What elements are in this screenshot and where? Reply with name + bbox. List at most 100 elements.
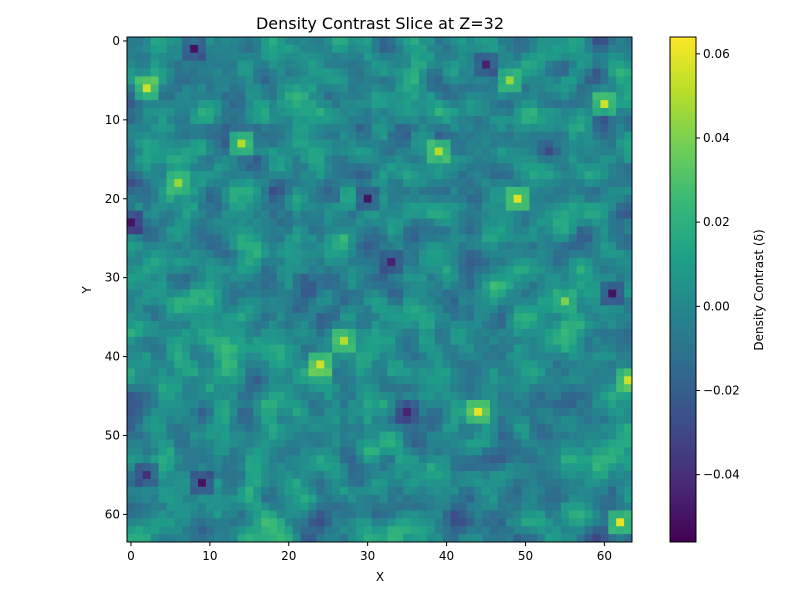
heatmap-cell [403, 202, 412, 211]
heatmap-cell [182, 139, 191, 148]
heatmap-cell [537, 486, 546, 496]
heatmap-cell [411, 518, 420, 527]
heatmap-cell [379, 486, 388, 496]
heatmap-cell [434, 273, 443, 282]
heatmap-cell [150, 76, 159, 85]
heatmap-cell [379, 100, 388, 109]
heatmap-cell [142, 297, 152, 306]
heatmap-cell [426, 518, 436, 527]
heatmap-cell [253, 108, 262, 117]
heatmap-cell [379, 368, 388, 377]
heatmap-cell [245, 510, 254, 519]
heatmap-cell [245, 68, 254, 77]
heatmap-cell [174, 305, 183, 314]
heatmap-cell [584, 392, 593, 401]
heatmap-cell [134, 455, 144, 464]
heatmap-cell [545, 281, 554, 290]
heatmap-cell [513, 123, 522, 133]
heatmap-cell [474, 392, 483, 401]
heatmap-cell [418, 415, 428, 424]
heatmap-cell [253, 360, 262, 369]
heatmap-cell [324, 194, 333, 204]
heatmap-cell [466, 534, 475, 543]
heatmap-cell [418, 139, 428, 148]
heatmap-cell [537, 257, 546, 267]
heatmap-cell [269, 384, 278, 393]
heatmap-cell [458, 68, 467, 77]
heatmap-cell [489, 297, 499, 306]
heatmap-cell [426, 202, 436, 211]
heatmap-cell [300, 60, 309, 69]
heatmap-cell [355, 518, 365, 527]
heatmap-cell [190, 60, 199, 69]
heatmap-cell [403, 147, 412, 156]
heatmap-cell [387, 431, 396, 440]
heatmap-cell [466, 360, 475, 369]
heatmap-cell [253, 84, 262, 93]
heatmap-cell [363, 115, 372, 125]
heatmap-cell [474, 250, 483, 259]
heatmap-cell [450, 463, 459, 472]
heatmap-cell [545, 52, 554, 62]
heatmap-cell [458, 44, 467, 54]
heatmap-cell [174, 147, 183, 156]
heatmap-cell [269, 470, 278, 480]
heatmap-cell [592, 186, 601, 196]
heatmap-cell [624, 210, 633, 219]
heatmap-cell [584, 155, 593, 164]
heatmap-cell [497, 502, 507, 511]
heatmap-cell [245, 123, 254, 133]
heatmap-cell [245, 163, 254, 172]
heatmap-cell [387, 37, 396, 46]
heatmap-cell [182, 360, 191, 369]
heatmap-cell [387, 305, 396, 314]
heatmap-cell [411, 486, 420, 496]
heatmap-cell [166, 344, 175, 353]
heatmap-cell [387, 392, 396, 401]
heatmap-cell [466, 210, 475, 219]
heatmap-cell [560, 376, 570, 385]
heatmap-cell [150, 115, 159, 125]
heatmap-cell [584, 431, 593, 440]
heatmap-cell [221, 407, 230, 417]
heatmap-cell [513, 60, 522, 69]
heatmap-cell [213, 37, 223, 46]
heatmap-cell [324, 321, 333, 330]
heatmap-cell [292, 289, 301, 298]
heatmap-cell [497, 526, 507, 535]
heatmap-cell [300, 336, 309, 346]
heatmap-cell [379, 155, 388, 164]
heatmap-cell [418, 242, 428, 251]
heatmap-cell [624, 84, 633, 93]
heatmap-cell [261, 470, 270, 480]
heatmap-cell [513, 344, 522, 353]
heatmap-cell [474, 226, 483, 235]
heatmap-cell [166, 399, 175, 409]
heatmap-cell [466, 415, 475, 424]
heatmap-cell [150, 250, 159, 259]
heatmap-cell [411, 478, 420, 488]
heatmap-cell [198, 52, 207, 62]
heatmap-cell [221, 265, 230, 275]
heatmap-cell [261, 289, 270, 298]
heatmap-cell [355, 76, 365, 85]
heatmap-cell [529, 336, 538, 346]
heatmap-cell [221, 139, 230, 148]
heatmap-cell [426, 423, 436, 432]
heatmap-cell [245, 210, 254, 219]
heatmap-cell [229, 297, 238, 306]
heatmap-cell [269, 84, 278, 93]
heatmap-cell [466, 399, 475, 409]
heatmap-cell [316, 257, 325, 267]
heatmap-cell [513, 147, 522, 156]
heatmap-cell [568, 131, 578, 140]
heatmap-cell [513, 37, 522, 46]
heatmap-cell [568, 115, 578, 125]
heatmap-cell [127, 328, 136, 338]
heatmap-cell [576, 439, 586, 448]
heatmap-cell [537, 179, 546, 188]
heatmap-cell [616, 360, 625, 369]
heatmap-cell [190, 376, 199, 385]
heatmap-cell [284, 84, 294, 93]
heatmap-cell [529, 273, 538, 282]
